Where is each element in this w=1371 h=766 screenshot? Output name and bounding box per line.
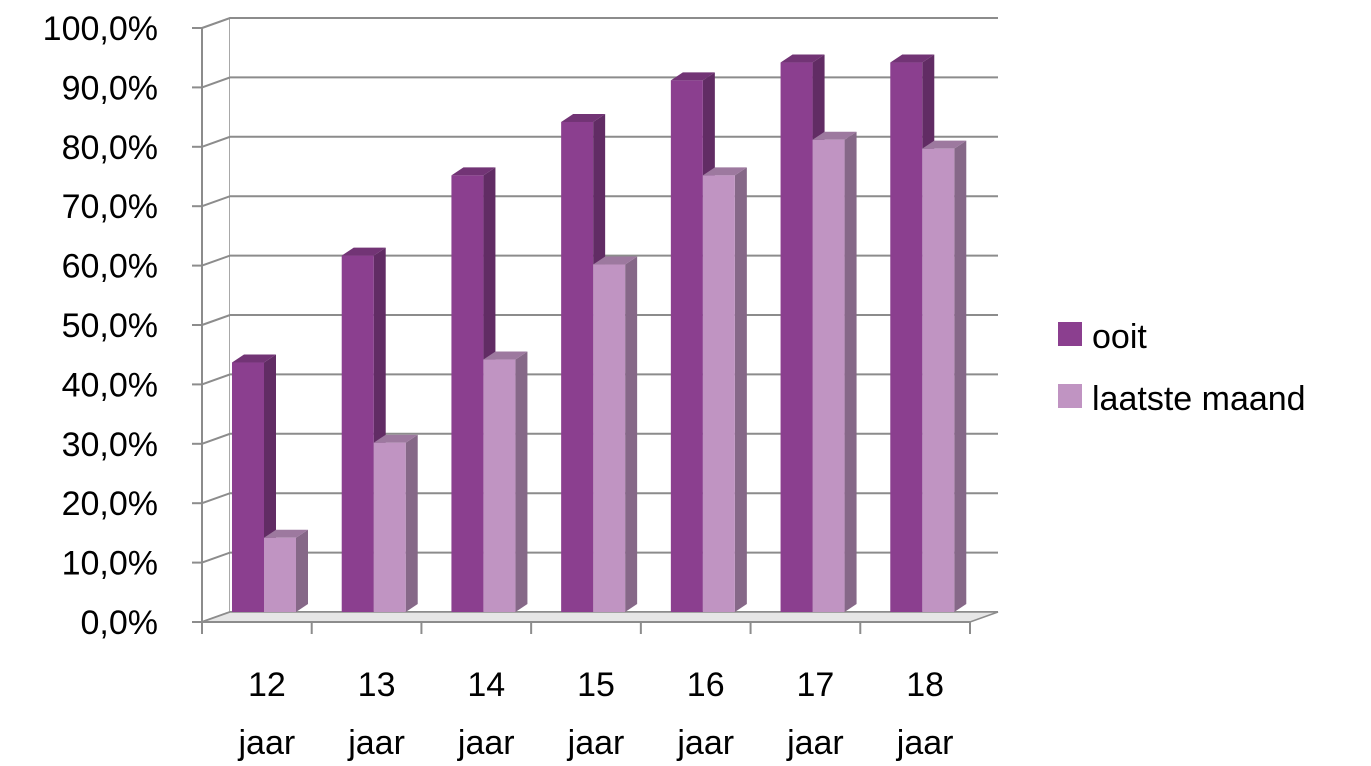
bar-top bbox=[812, 131, 857, 140]
bar-laatste-maand bbox=[812, 131, 857, 612]
legend-label: ooit bbox=[1092, 318, 1147, 356]
x-tick-label: jaar bbox=[896, 724, 954, 762]
x-tick-label: 16 bbox=[687, 666, 725, 704]
bar-front bbox=[812, 139, 845, 612]
bar-front bbox=[922, 148, 955, 612]
bar-front bbox=[593, 264, 626, 612]
bar-top bbox=[451, 167, 496, 176]
bar-laatste-maand bbox=[593, 256, 638, 612]
bar-front bbox=[264, 537, 296, 612]
x-tick-label: jaar bbox=[347, 724, 405, 762]
bar-top bbox=[780, 54, 825, 63]
y-tick-label: 50,0% bbox=[62, 307, 158, 345]
bar-laatste-maand bbox=[922, 140, 967, 612]
bar-top bbox=[702, 167, 747, 176]
bar-top bbox=[670, 72, 715, 81]
y-tick-label: 0,0% bbox=[81, 604, 159, 642]
bar-front bbox=[373, 442, 406, 612]
y-tick-label: 60,0% bbox=[62, 248, 158, 286]
bar-side bbox=[734, 167, 747, 612]
floor-plane bbox=[201, 611, 999, 623]
bar-top bbox=[264, 529, 308, 538]
y-tick-label: 100,0% bbox=[43, 10, 158, 48]
bar-front bbox=[483, 359, 516, 612]
bar-side bbox=[954, 140, 967, 612]
x-tick-label: 12 bbox=[248, 666, 286, 704]
bar-laatste-maand bbox=[373, 434, 418, 612]
x-tick-label: 15 bbox=[577, 666, 615, 704]
bar-top bbox=[561, 113, 606, 122]
bar-side bbox=[296, 529, 308, 612]
y-tick-label: 90,0% bbox=[62, 69, 158, 107]
x-tick-label: 14 bbox=[467, 666, 505, 704]
y-tick-label: 40,0% bbox=[62, 366, 158, 404]
gridline bbox=[201, 17, 998, 29]
bars bbox=[232, 54, 967, 613]
legend: ooit laatste maand bbox=[1058, 318, 1306, 418]
x-tick-label: jaar bbox=[676, 724, 734, 762]
bar-top bbox=[593, 256, 638, 265]
y-tick-label: 20,0% bbox=[62, 485, 158, 523]
legend-label: laatste maand bbox=[1092, 380, 1306, 418]
bar-front bbox=[780, 62, 813, 613]
y-tick-label: 10,0% bbox=[62, 545, 158, 583]
y-tick-label: 70,0% bbox=[62, 188, 158, 226]
bar-front bbox=[341, 255, 374, 612]
legend-swatch bbox=[1058, 322, 1082, 346]
gridline bbox=[201, 76, 998, 89]
bar-front bbox=[890, 62, 923, 613]
bar-side bbox=[844, 131, 857, 612]
bar-laatste-maand bbox=[483, 351, 528, 612]
x-tick-label: jaar bbox=[457, 724, 515, 762]
x-tick-label: 18 bbox=[906, 666, 944, 704]
bar-front bbox=[561, 121, 594, 612]
bar-top bbox=[373, 434, 418, 443]
gridline bbox=[201, 135, 998, 148]
y-tick-label: 30,0% bbox=[62, 426, 158, 464]
y-tick-label: 80,0% bbox=[62, 129, 158, 167]
bar-laatste-maand bbox=[702, 167, 747, 612]
bar-front bbox=[451, 175, 484, 612]
bar-side bbox=[515, 351, 528, 612]
bar-front bbox=[702, 175, 735, 612]
x-tick-label: jaar bbox=[238, 724, 296, 762]
chart-floor bbox=[201, 611, 999, 623]
bar-front bbox=[670, 80, 703, 613]
x-tick-label: 17 bbox=[797, 666, 835, 704]
legend-swatch bbox=[1058, 384, 1082, 408]
y-axis: 0,0% 10,0% 20,0% 30,0% 40,0% 50,0% 60,0% 70,0% 8… bbox=[43, 10, 203, 642]
x-tick-label: 13 bbox=[358, 666, 396, 704]
x-axis: 12 jaar 13 jaar 14 jaar 15 jaar 16 jaar 17 jaar 18 ja… bbox=[201, 621, 971, 762]
bar-side bbox=[625, 256, 638, 612]
bar-top bbox=[232, 354, 276, 363]
bar-top bbox=[341, 247, 386, 256]
bar-top bbox=[890, 54, 935, 63]
bar-front bbox=[232, 362, 264, 612]
bar-top bbox=[483, 351, 528, 360]
x-tick-label: jaar bbox=[567, 724, 625, 762]
bar-laatste-maand bbox=[264, 529, 308, 612]
x-tick-label: jaar bbox=[786, 724, 844, 762]
bar-top bbox=[922, 140, 967, 149]
bar-side bbox=[405, 434, 418, 612]
